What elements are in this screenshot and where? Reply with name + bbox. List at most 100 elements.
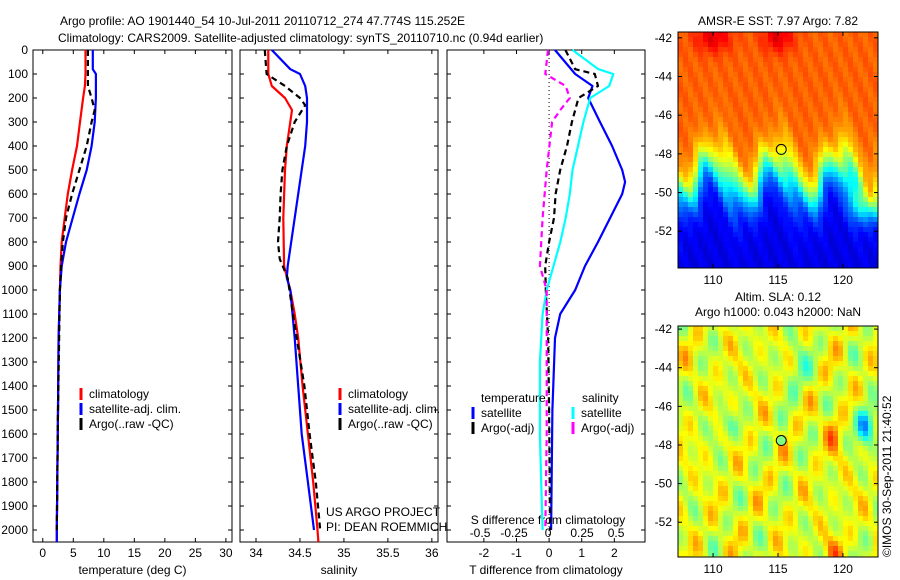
map-cell <box>718 521 723 526</box>
map-cell <box>683 541 688 546</box>
map-cell <box>868 491 873 496</box>
map-cell <box>698 252 703 257</box>
map-cell <box>703 187 708 192</box>
map-cell <box>753 42 758 47</box>
map-cell <box>708 406 713 411</box>
map-cell <box>733 486 738 491</box>
map-cell <box>808 232 813 237</box>
map-cell <box>748 456 753 461</box>
map-cell <box>798 87 803 92</box>
map-cell <box>688 177 693 182</box>
map-cell <box>808 132 813 137</box>
map-cell <box>763 222 768 227</box>
map-cell <box>803 426 808 431</box>
map-cell <box>793 127 798 132</box>
map-cell <box>783 87 788 92</box>
x-tick-label: 25 <box>189 546 203 560</box>
map-cell <box>838 486 843 491</box>
map-cell <box>843 506 848 511</box>
map-cell <box>813 396 818 401</box>
map-cell <box>728 167 733 172</box>
map-cell <box>858 42 863 47</box>
map-cell <box>813 511 818 516</box>
map-cell <box>788 102 793 107</box>
map-cell <box>818 396 823 401</box>
map-cell <box>748 476 753 481</box>
map-cell <box>818 391 823 396</box>
map-cell <box>713 187 718 192</box>
map-cell <box>788 546 793 551</box>
map-cell <box>748 222 753 227</box>
map-cell <box>788 122 793 127</box>
map-cell <box>868 326 873 331</box>
map-cell <box>773 536 778 541</box>
map-cell <box>838 107 843 112</box>
map-cell <box>868 516 873 521</box>
map-cell <box>708 541 713 546</box>
map-cell <box>868 172 873 177</box>
map-cell <box>793 461 798 466</box>
map-cell <box>848 411 853 416</box>
map-cell <box>708 102 713 107</box>
map-cell <box>823 82 828 87</box>
lat-tick-label: -44 <box>655 361 673 375</box>
map-cell <box>733 416 738 421</box>
map-cell <box>828 381 833 386</box>
map-cell <box>838 516 843 521</box>
map-cell <box>733 207 738 212</box>
map-cell <box>798 187 803 192</box>
map-cell <box>783 222 788 227</box>
map-cell <box>813 536 818 541</box>
map-cell <box>693 506 698 511</box>
map-cell <box>703 182 708 187</box>
legend-label: Argo(..raw -QC) <box>89 417 174 431</box>
map-cell <box>788 82 793 87</box>
map-cell <box>693 212 698 217</box>
map-cell <box>843 406 848 411</box>
map-cell <box>758 122 763 127</box>
map-cell <box>778 526 783 531</box>
map-cell <box>853 511 858 516</box>
map-cell <box>843 52 848 57</box>
map-cell <box>788 257 793 262</box>
map-cell <box>793 466 798 471</box>
map-cell <box>773 217 778 222</box>
map-cell <box>728 421 733 426</box>
map-cell <box>828 341 833 346</box>
map-cell <box>678 202 683 207</box>
map-cell <box>688 536 693 541</box>
map-cell <box>678 496 683 501</box>
map-cell <box>778 122 783 127</box>
plot-frame <box>239 49 439 543</box>
map-cell <box>693 426 698 431</box>
map-cell <box>728 242 733 247</box>
map-cell <box>798 366 803 371</box>
map-cell <box>813 132 818 137</box>
map-cell <box>773 102 778 107</box>
map-cell <box>743 192 748 197</box>
map-cell <box>868 167 873 172</box>
map-cell <box>743 32 748 37</box>
map-cell <box>808 446 813 451</box>
map-cell <box>728 456 733 461</box>
map-cell <box>808 237 813 242</box>
map-cell <box>688 501 693 506</box>
map-cell <box>718 102 723 107</box>
map-cell <box>743 496 748 501</box>
map-cell <box>773 541 778 546</box>
map-cell <box>733 52 738 57</box>
map-cell <box>803 117 808 122</box>
map-cell <box>683 476 688 481</box>
map-cell <box>763 476 768 481</box>
map-cell <box>718 426 723 431</box>
map-cell <box>718 536 723 541</box>
map-cell <box>753 481 758 486</box>
map-cell <box>753 107 758 112</box>
map-cell <box>698 381 703 386</box>
map-cell <box>768 32 773 37</box>
map-cell <box>758 466 763 471</box>
map-cell <box>808 32 813 37</box>
map-cell <box>723 252 728 257</box>
map-cell <box>783 132 788 137</box>
map-cell <box>708 62 713 67</box>
